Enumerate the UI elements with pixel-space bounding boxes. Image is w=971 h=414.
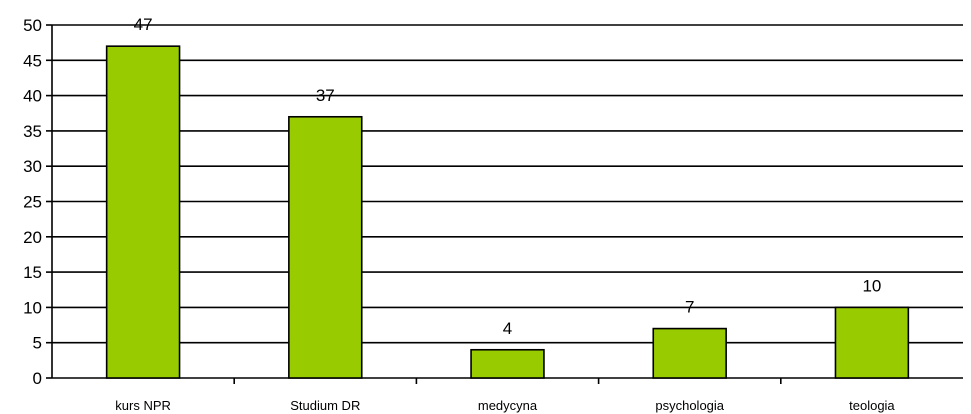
bar: [288, 115, 363, 379]
bar: [470, 348, 545, 379]
y-tick-label: 20: [23, 228, 42, 247]
data-label: 37: [316, 86, 335, 105]
y-tick-label: 30: [23, 157, 42, 176]
y-tick-label: 5: [33, 334, 42, 353]
y-tick-label: 40: [23, 87, 42, 106]
x-category-label: kurs NPR: [115, 398, 171, 413]
y-tick-label: 15: [23, 263, 42, 282]
data-label: 47: [134, 15, 153, 34]
gridlines: [52, 24, 963, 344]
x-category-label: psychologia: [655, 398, 724, 413]
y-tick-label: 0: [33, 369, 42, 388]
y-tick-label: 25: [23, 193, 42, 212]
y-tick-label: 35: [23, 122, 42, 141]
data-label: 7: [685, 298, 694, 317]
x-category-label: medycyna: [478, 398, 538, 413]
y-tick-label: 10: [23, 298, 42, 317]
bar: [834, 306, 910, 379]
y-axis-ticks: 0 5 10 15 20 25 30 35 40 45 50: [23, 16, 52, 388]
data-label: 4: [503, 319, 512, 338]
bar: [105, 45, 181, 379]
y-tick-label: 45: [23, 51, 42, 70]
y-tick-label: 50: [23, 16, 42, 35]
bars: [105, 45, 910, 379]
data-label: 10: [862, 276, 881, 295]
x-axis-categories: kurs NPR Studium DR medycyna psychologia teo…: [115, 398, 895, 413]
x-category-label: teologia: [849, 398, 895, 413]
bar: [652, 327, 727, 379]
x-category-label: Studium DR: [290, 398, 360, 413]
